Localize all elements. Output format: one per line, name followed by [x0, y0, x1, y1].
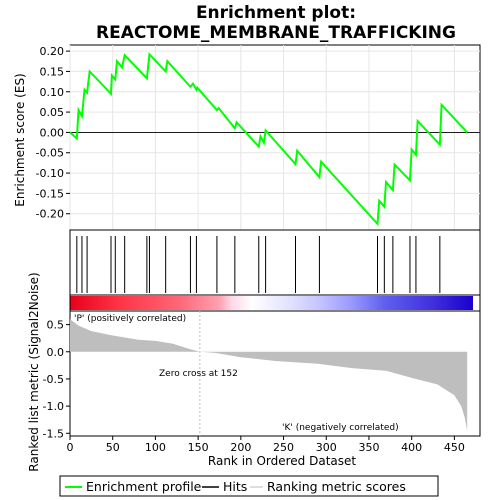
x-axis-label: Rank in Ordered Dataset: [208, 454, 356, 468]
metric-y-ticks: 0.5 0.0 -0.5 -1.0 -1.5: [43, 319, 70, 440]
ranking-metric-area: [70, 319, 468, 431]
zero-cross-label: Zero cross at 152: [159, 369, 238, 379]
es-ytick-label: -0.10: [36, 167, 64, 180]
xtick-label: 50: [106, 441, 120, 454]
es-ytick-label: 0.15: [40, 65, 65, 78]
enrichment-profile-line: [69, 52, 468, 227]
es-ytick-label: 0.00: [40, 126, 65, 139]
hits-panel: [69, 229, 481, 296]
positive-label: 'P' (positively correlated): [74, 314, 186, 324]
metric-ytick-label: -0.5: [43, 373, 64, 386]
legend-enrichment-label: Enrichment profile: [86, 479, 202, 494]
xtick-label: 450: [444, 441, 465, 454]
metric-ytick-label: -1.0: [43, 400, 64, 413]
negative-label: 'K' (negatively correlated): [282, 423, 399, 433]
chart-title: Enrichment plot:: [196, 3, 356, 23]
legend-metric-label: Ranking metric scores: [267, 479, 406, 494]
xtick-label: 0: [67, 441, 74, 454]
x-ticks: 0 50 100 150 200 250 300 350 400 450: [67, 436, 465, 454]
xtick-label: 100: [145, 441, 166, 454]
es-ytick-label: -0.05: [36, 147, 64, 160]
xtick-label: 150: [188, 441, 209, 454]
xtick-label: 200: [230, 441, 251, 454]
es-ytick-label: 0.20: [40, 45, 65, 58]
xtick-label: 300: [316, 441, 337, 454]
es-ytick-label: -0.15: [36, 187, 64, 200]
xtick-label: 350: [358, 441, 379, 454]
metric-ytick-label: 0.0: [47, 346, 65, 359]
legend-box: [59, 475, 439, 497]
metric-ylabel: Ranked list metric (Signal2Noise): [27, 272, 41, 471]
legend-hits-label: Hits: [223, 479, 247, 494]
es-y-ticks: 0.20 0.15 0.10 0.05 0.00 -0.05 -0.10 -0.15 -0.20: [36, 45, 70, 221]
metric-ytick-label: -1.5: [43, 427, 64, 440]
xtick-label: 400: [401, 441, 422, 454]
es-ytick-label: 0.10: [40, 86, 65, 99]
es-ylabel: Enrichment score (ES): [13, 73, 27, 206]
hits-marks: [76, 236, 441, 293]
es-panel: [69, 44, 481, 231]
es-ytick-label: -0.20: [36, 208, 64, 221]
rank-color-bar: [70, 296, 473, 310]
metric-ytick-label: 0.5: [47, 319, 65, 332]
xtick-label: 250: [273, 441, 294, 454]
chart-subtitle: REACTOME_MEMBRANE_TRAFFICKING: [96, 23, 456, 43]
es-ytick-label: 0.05: [40, 106, 65, 119]
